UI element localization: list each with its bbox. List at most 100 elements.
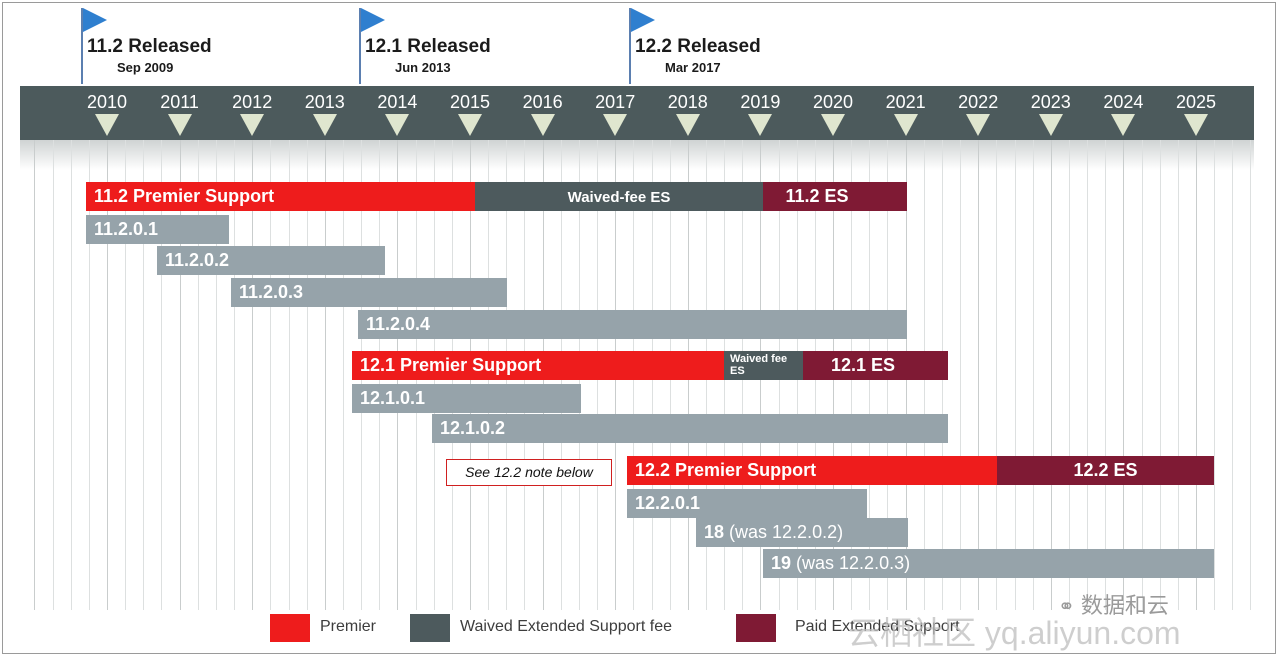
- year-label-2011: 2011: [160, 92, 199, 112]
- year-tick-icon: [1038, 114, 1063, 136]
- grid-line: [88, 140, 90, 610]
- grid-line: [1105, 140, 1107, 610]
- grid-line: [1050, 140, 1052, 610]
- bar-11-2-0-4: 11.2.0.4: [358, 310, 907, 339]
- bar-12-1-premier: 12.1 Premier Support: [352, 351, 724, 380]
- grid-line: [70, 140, 72, 610]
- grid-line: [1159, 140, 1161, 610]
- grid-line: [34, 140, 36, 610]
- grid-line: [996, 140, 998, 610]
- year-tick-icon: [312, 114, 337, 136]
- grid-line: [1087, 140, 1089, 610]
- grid-line: [1214, 140, 1216, 610]
- note-12-2: See 12.2 note below: [446, 459, 612, 486]
- grid-line: [143, 140, 145, 610]
- grid-line: [234, 140, 236, 610]
- legend-swatch-premier: [270, 614, 310, 642]
- grid-line: [1196, 140, 1197, 610]
- year-tick-icon: [675, 114, 700, 136]
- release-date: Jun 2013: [395, 60, 451, 75]
- grid-line: [161, 140, 163, 610]
- wechat-icon: ⚭: [1058, 596, 1075, 618]
- bar-12-2-premier: 12.2 Premier Support: [627, 456, 997, 485]
- wechat-watermark: ⚭ 数据和云: [1058, 593, 1169, 618]
- bar-11-2-premier: 11.2 Premier Support: [86, 182, 475, 211]
- legend-premier: Premier: [320, 618, 377, 635]
- year-tick-icon: [821, 114, 845, 136]
- grid-line: [125, 140, 127, 610]
- release-title: 12.2 Released: [635, 36, 761, 57]
- bar-11-2-0-3: 11.2.0.3: [231, 278, 507, 307]
- grid-line: [252, 140, 254, 610]
- year-tick-icon: [748, 114, 773, 136]
- grid-line: [306, 140, 308, 610]
- year-label-2016: 2016: [522, 92, 563, 112]
- timeline-bar: 2010 2011 2012 2013 2014 2015 2016 2017 2018 2019…: [20, 86, 1254, 140]
- site-watermark: 云栖社区 yq.aliyun.com: [848, 615, 1181, 651]
- bar-11-2-0-2: 11.2.0.2: [157, 246, 385, 275]
- grid-line: [342, 140, 344, 610]
- flag-icon: [361, 8, 385, 32]
- year-tick-icon: [167, 114, 192, 136]
- year-label-2023: 2023: [1030, 92, 1071, 112]
- year-label-2017: 2017: [595, 92, 636, 112]
- grid-line: [1123, 140, 1125, 610]
- year-label-2013: 2013: [304, 92, 345, 112]
- bar-12-1-0-2: 12.1.0.2: [432, 414, 948, 443]
- grid-line: [179, 140, 181, 610]
- grid-line: [52, 140, 54, 610]
- year-label-2012: 2012: [232, 92, 273, 112]
- release-title: 11.2 Released: [87, 36, 212, 57]
- release-title: 12.1 Released: [365, 36, 491, 57]
- year-label-2015: 2015: [449, 92, 491, 112]
- flag-icon: [83, 8, 107, 32]
- year-tick-icon: [240, 114, 265, 136]
- year-label-2024: 2024: [1103, 92, 1144, 112]
- grid-line: [1032, 140, 1034, 610]
- grid-line: [270, 140, 272, 610]
- year-tick-icon: [1184, 114, 1208, 136]
- year-label-2022: 2022: [958, 92, 999, 112]
- grid-line: [324, 140, 326, 610]
- bar-11-2-es: 11.2 ES: [763, 182, 907, 211]
- year-label-2025: 2025: [1175, 92, 1217, 112]
- grid-line: [1250, 140, 1252, 610]
- grid-line: [1014, 140, 1016, 610]
- legend-swatch-paid: [736, 614, 776, 642]
- timeline-shadow: [20, 140, 1254, 170]
- flag-icon: [631, 8, 655, 32]
- bar-12-2-es: 12.2 ES: [997, 456, 1214, 485]
- legend-paid: Paid Extended Support: [795, 618, 960, 635]
- grid-line: [197, 140, 199, 610]
- grid-line: [1068, 140, 1070, 610]
- legend-waived: Waived Extended Support fee: [460, 618, 672, 635]
- grid-line: [1141, 140, 1143, 610]
- bar-18: 18 (was 12.2.0.2): [696, 518, 908, 547]
- release-date: Sep 2009: [117, 60, 174, 75]
- year-label-2021: 2021: [885, 92, 926, 112]
- grid-line: [215, 140, 217, 610]
- grid-line: [288, 140, 290, 610]
- year-tick-icon: [95, 114, 119, 136]
- grid-line: [107, 140, 108, 610]
- grid-line: [960, 140, 962, 610]
- bar-11-2-waived-es: Waived-fee ES: [475, 182, 763, 211]
- year-tick-icon: [893, 114, 918, 136]
- year-label-2019: 2019: [740, 92, 781, 112]
- bar-12-1-waived-es: Waived fee ES: [724, 351, 803, 380]
- release-date: Mar 2017: [665, 60, 721, 75]
- bar-12-2-0-1: 12.2.0.1: [627, 489, 867, 518]
- bar-12-1-es: 12.1 ES: [803, 351, 948, 380]
- legend-swatch-waived: [410, 614, 450, 642]
- year-tick-icon: [530, 114, 555, 136]
- year-tick-icon: [603, 114, 628, 136]
- year-tick-icon: [458, 114, 482, 136]
- bar-11-2-0-1: 11.2.0.1: [86, 215, 229, 244]
- year-tick-icon: [966, 114, 991, 136]
- year-label-2014: 2014: [377, 92, 418, 112]
- year-label-2020: 2020: [812, 92, 854, 112]
- grid-line: [1232, 140, 1234, 610]
- year-label-2010: 2010: [86, 92, 128, 112]
- grid-line: [978, 140, 980, 610]
- bar-12-1-0-1: 12.1.0.1: [352, 384, 581, 413]
